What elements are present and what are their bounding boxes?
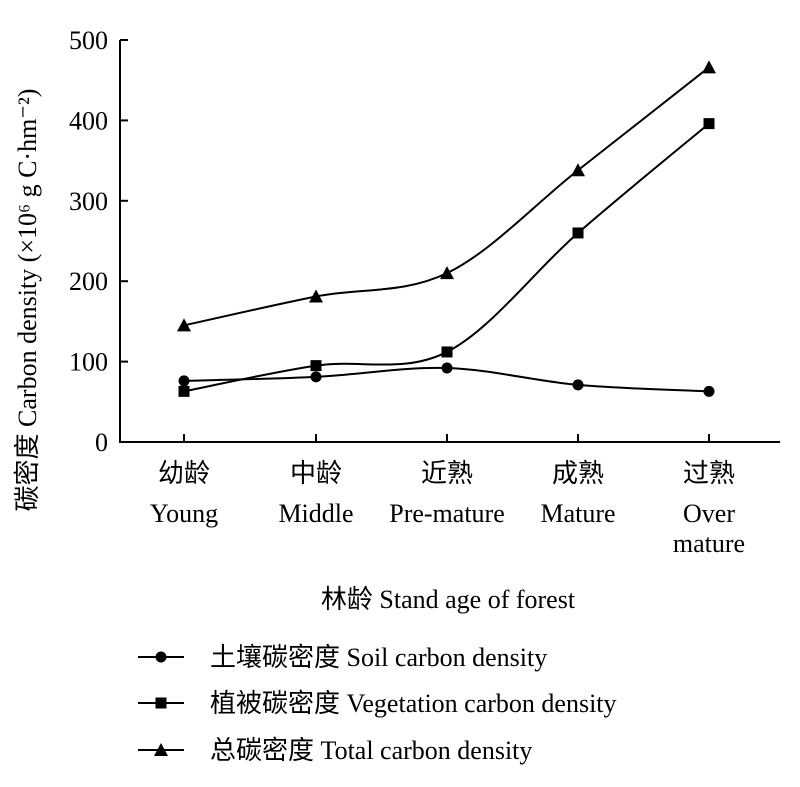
legend: 土壤碳密度 Soil carbon density 植被碳密度 Vegetatio… [138, 643, 617, 765]
data-point-circle [703, 385, 715, 397]
series-soil-carbon-density [178, 362, 715, 397]
x-tick-label-en: Over [683, 499, 735, 528]
data-point-square [178, 385, 190, 397]
x-axis-label: 林龄 Stand age of forest [321, 585, 576, 614]
data-point-square [572, 227, 584, 239]
data-point-square [703, 118, 715, 130]
data-point-circle [441, 362, 453, 374]
legend-label: 植被碳密度 Vegetation carbon density [210, 689, 617, 718]
legend-item: 土壤碳密度 Soil carbon density [138, 643, 547, 672]
x-ticks: 幼龄 Young 中龄 Middle 近熟 Pre-mature 成熟 Mature 过熟 Ove… [150, 434, 745, 558]
legend-marker-triangle [154, 743, 168, 756]
x-tick-label-zh: 中龄 [290, 459, 342, 488]
x-tick-label-en: Young [150, 499, 218, 528]
series-layer [177, 60, 716, 397]
y-tick-label: 200 [69, 267, 108, 296]
series-line-total-carbon-density [183, 66, 710, 327]
data-point-triangle [571, 163, 585, 177]
series-line-vegetation-carbon-density [183, 122, 710, 393]
x-tick-label-en: mature [673, 529, 745, 558]
y-tick-label: 0 [95, 428, 108, 457]
legend-label: 总碳密度 Total carbon density [210, 736, 532, 765]
y-tick-label: 300 [69, 187, 108, 216]
series-vegetation-carbon-density [178, 118, 715, 397]
legend-marker-square [155, 697, 167, 709]
data-point-square [441, 346, 453, 358]
legend-label: 土壤碳密度 Soil carbon density [210, 643, 547, 672]
y-ticks: 0 100 200 300 400 500 [69, 26, 128, 457]
data-point-square [310, 360, 322, 372]
x-tick-label-en: Middle [278, 499, 353, 528]
legend-item: 植被碳密度 Vegetation carbon density [138, 689, 617, 718]
data-point-triangle [309, 289, 323, 303]
data-point-triangle [440, 266, 454, 280]
data-point-circle [178, 375, 190, 387]
legend-item: 总碳密度 Total carbon density [138, 736, 532, 765]
x-tick-label-zh: 成熟 [552, 459, 604, 488]
data-point-circle [310, 371, 322, 383]
chart-axes [119, 40, 780, 443]
y-tick-label: 400 [69, 106, 108, 135]
x-tick-label-zh: 过熟 [683, 459, 735, 488]
x-tick-label-en: Pre-mature [389, 499, 505, 528]
x-tick-label-en: Mature [540, 499, 615, 528]
data-point-circle [572, 379, 584, 391]
y-tick-label: 100 [69, 348, 108, 377]
y-axis-label: 碳密度 Carbon density (×10⁶ g C·hm⁻²) [13, 89, 42, 512]
data-point-triangle [177, 318, 191, 332]
x-tick-label-zh: 幼龄 [158, 459, 210, 488]
legend-marker-circle [155, 651, 167, 663]
series-total-carbon-density [177, 60, 716, 332]
data-point-triangle [702, 60, 716, 74]
x-tick-label-zh: 近熟 [421, 459, 473, 488]
y-tick-label: 500 [69, 26, 108, 55]
